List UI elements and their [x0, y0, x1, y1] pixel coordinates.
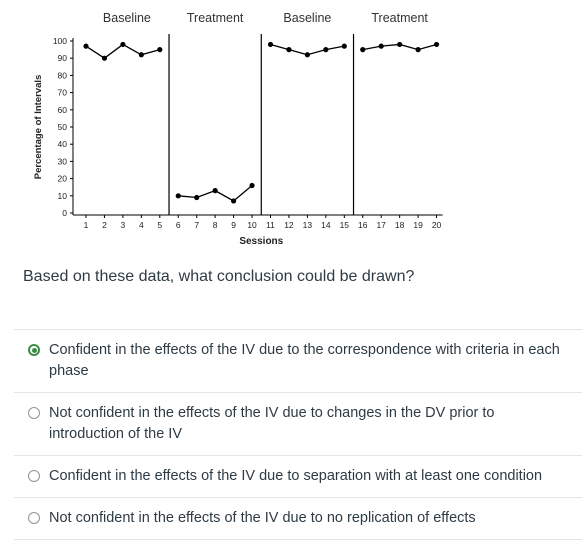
data-point: [433, 41, 440, 48]
data-point: [341, 43, 347, 49]
x-tick-label: 16: [358, 220, 368, 230]
radio-button-4[interactable]: [28, 512, 40, 524]
x-tick-label: 12: [284, 220, 294, 230]
phase-label: Treatment: [187, 11, 244, 25]
answer-label-1: Confident in the effects of the IV due t…: [49, 342, 560, 379]
data-point: [249, 182, 255, 189]
answer-option-4[interactable]: Not confident in the effects of the IV d…: [14, 497, 582, 540]
y-tick-label: 20: [58, 174, 68, 184]
x-tick-label: 14: [321, 220, 331, 230]
x-tick-label: 10: [247, 220, 257, 230]
y-tick-label: 40: [58, 139, 68, 149]
x-tick-label: 15: [340, 220, 350, 230]
data-point: [397, 41, 403, 48]
y-axis-label: Percentage of Intervals: [33, 75, 44, 180]
answer-label-4: Not confident in the effects of the IV d…: [49, 510, 476, 526]
y-tick-label: 80: [58, 70, 68, 80]
data-point: [138, 52, 144, 58]
y-tick-label: 70: [58, 88, 68, 98]
data-point: [415, 47, 421, 53]
x-tick-label: 11: [266, 220, 275, 230]
data-point: [231, 198, 237, 204]
data-point: [286, 47, 292, 53]
data-point: [157, 47, 163, 53]
data-point: [378, 43, 384, 49]
x-tick-label: 1: [84, 220, 89, 230]
x-axis-label: Sessions: [239, 236, 283, 247]
data-point: [360, 47, 366, 53]
data-point: [120, 41, 126, 48]
data-point: [323, 47, 329, 53]
x-tick-label: 17: [376, 220, 386, 230]
data-point: [101, 55, 108, 61]
x-tick-label: 6: [176, 220, 181, 230]
data-point: [212, 188, 218, 194]
data-point: [194, 194, 200, 201]
data-point: [83, 43, 89, 49]
question-text: Based on these data, what conclusion cou…: [23, 268, 415, 285]
y-tick-label: 90: [58, 53, 68, 63]
radio-button-2[interactable]: [28, 407, 40, 419]
y-tick-label: 60: [58, 105, 68, 115]
x-tick-label: 18: [395, 220, 405, 230]
x-tick-label: 9: [231, 220, 236, 230]
x-tick-label: 4: [139, 220, 144, 230]
x-tick-label: 2: [102, 220, 107, 230]
answer-option-1[interactable]: Confident in the effects of the IV due t…: [14, 329, 582, 392]
data-point: [304, 52, 310, 58]
x-tick-label: 5: [157, 220, 162, 230]
data-point: [267, 41, 274, 48]
radio-button-1[interactable]: [28, 344, 40, 356]
answer-label-3: Confident in the effects of the IV due t…: [49, 468, 543, 484]
phase-label: Baseline: [283, 11, 331, 25]
answer-option-2[interactable]: Not confident in the effects of the IV d…: [14, 392, 582, 455]
phase-label: Treatment: [371, 11, 428, 25]
y-tick-label: 100: [53, 36, 67, 46]
data-point: [175, 193, 181, 199]
answer-label-2: Not confident in the effects of the IV d…: [49, 405, 495, 442]
x-tick-label: 20: [432, 220, 442, 230]
y-tick-label: 50: [58, 122, 68, 132]
y-tick-label: 0: [62, 208, 67, 218]
x-tick-label: 3: [121, 220, 126, 230]
y-tick-label: 10: [58, 191, 68, 201]
x-tick-label: 19: [413, 220, 423, 230]
x-tick-label: 8: [213, 220, 218, 230]
x-tick-label: 13: [303, 220, 313, 230]
y-tick-label: 30: [58, 156, 68, 166]
x-tick-label: 7: [194, 220, 199, 230]
answer-option-3[interactable]: Confident in the effects of the IV due t…: [14, 455, 582, 497]
phase-label: Baseline: [103, 11, 151, 25]
single-subject-chart: 0 10 20 30 40 50 60 70 80 90 100 1 2 3 4 5 6 7 8 9 10 11 12 13 1…: [0, 0, 582, 255]
radio-button-3[interactable]: [28, 470, 40, 482]
answer-options: Confident in the effects of the IV due t…: [14, 329, 582, 540]
